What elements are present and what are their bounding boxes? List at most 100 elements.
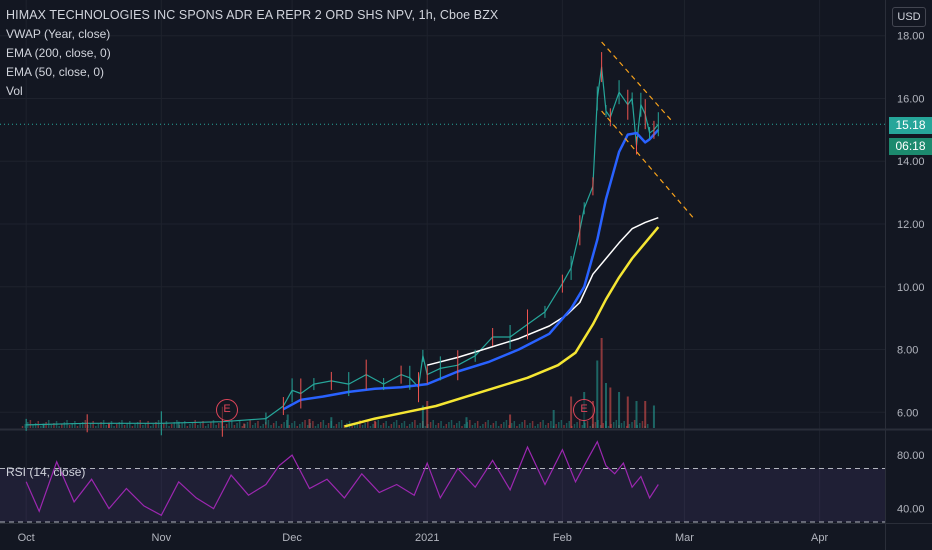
- volume-bar: [155, 422, 157, 428]
- volume-bar: [641, 421, 644, 428]
- volume-bar: [503, 422, 505, 428]
- volume-bar: [152, 424, 155, 428]
- volume-bar: [390, 424, 393, 428]
- volume-bar: [312, 421, 314, 428]
- volume-bar: [84, 420, 87, 428]
- volume-bar: [296, 426, 298, 428]
- volume-bar: [510, 423, 513, 428]
- volume-bar: [121, 420, 123, 428]
- volume-bar: [354, 424, 356, 428]
- volume-bar: [89, 423, 92, 428]
- earnings-marker[interactable]: E: [216, 399, 238, 421]
- volume-bar: [186, 426, 189, 428]
- volume-bar: [100, 422, 102, 428]
- volume-bar: [568, 421, 570, 428]
- volume-bar: [539, 422, 542, 428]
- volume-bar: [134, 424, 136, 428]
- legend-ema200[interactable]: EMA (200, close, 0): [6, 46, 111, 60]
- volume-bar: [450, 420, 453, 428]
- volume-bar: [484, 422, 487, 428]
- volume-bar: [442, 426, 445, 428]
- volume-bar: [207, 424, 210, 428]
- volume-bar: [440, 421, 442, 428]
- legend-volume[interactable]: Vol: [6, 84, 23, 98]
- volume-bar: [615, 420, 618, 428]
- time-tick-label: Dec: [282, 532, 302, 544]
- volume-bar: [79, 424, 81, 428]
- volume-bar: [639, 423, 641, 428]
- volume-bar: [340, 420, 343, 428]
- price-tick-label: 12.00: [897, 219, 925, 231]
- volume-bar: [555, 424, 557, 428]
- volume-bar: [61, 424, 63, 428]
- volume-bar: [426, 401, 429, 428]
- volume-bar: [563, 425, 565, 428]
- volume-bar: [550, 421, 552, 428]
- rsi-tick-label: 40.00: [897, 504, 925, 516]
- volume-bar: [278, 426, 280, 428]
- volume-bar: [71, 423, 73, 428]
- volume-bar: [87, 425, 89, 428]
- volume-bar: [21, 426, 24, 428]
- volume-bar: [369, 426, 372, 428]
- volume-bar: [183, 421, 186, 428]
- volume-bar: [29, 420, 32, 428]
- time-tick-label: Oct: [18, 532, 35, 544]
- volume-bar: [53, 423, 55, 428]
- volume-bar: [505, 420, 508, 428]
- volume-bar: [581, 425, 584, 428]
- volume-bar: [333, 426, 335, 428]
- earnings-marker[interactable]: E: [573, 399, 595, 421]
- currency-button[interactable]: USD: [892, 7, 926, 27]
- price-tick-label: 14.00: [897, 156, 925, 168]
- volume-bar: [570, 396, 573, 428]
- legend-ema50[interactable]: EMA (50, close, 0): [6, 65, 105, 79]
- time-tick-label: Nov: [152, 532, 172, 544]
- volume-bar: [544, 425, 547, 428]
- price-tick-label: 6.00: [897, 407, 918, 419]
- volume-bar: [189, 424, 191, 428]
- volume-bar: [351, 426, 353, 428]
- volume-bar: [126, 423, 128, 428]
- volume-bar: [40, 426, 42, 428]
- volume-bar: [476, 421, 479, 428]
- volume-bar: [458, 421, 461, 428]
- volume-bar: [118, 422, 121, 428]
- volume-bar: [429, 422, 432, 428]
- volume-bar: [552, 410, 555, 428]
- legend-vwap[interactable]: VWAP (Year, close): [6, 27, 111, 41]
- rsi-tick-label: 80.00: [897, 450, 925, 462]
- volume-bar: [367, 421, 369, 428]
- volume-bar: [359, 420, 361, 428]
- volume-bar: [526, 425, 529, 428]
- volume-bar: [199, 423, 202, 428]
- volume-bar: [243, 423, 246, 428]
- time-tick-label: Mar: [675, 532, 694, 544]
- volume-bar: [338, 422, 340, 428]
- chart-legend: HIMAX TECHNOLOGIES INC SPONS ADR EA REPR…: [6, 6, 498, 101]
- volume-bar: [280, 424, 283, 428]
- volume-bar: [633, 420, 636, 428]
- volume-bar: [223, 426, 225, 428]
- triangle-trendline: [601, 110, 694, 219]
- volume-bar: [401, 423, 403, 428]
- volume-bar: [435, 425, 437, 428]
- volume-bar: [537, 424, 539, 428]
- volume-bar: [411, 422, 414, 428]
- rsi-legend[interactable]: RSI (14, close): [6, 465, 86, 479]
- volume-bar: [225, 424, 228, 428]
- volume-bar: [380, 425, 382, 428]
- volume-bar: [479, 426, 482, 428]
- volume-bar: [113, 426, 115, 428]
- volume-bar: [304, 420, 306, 428]
- volume-bar: [210, 422, 212, 428]
- volume-bar: [456, 423, 458, 428]
- volume-bar: [432, 420, 434, 428]
- volume-bar: [644, 401, 647, 428]
- volume-bar: [578, 420, 581, 428]
- volume-bar: [594, 422, 597, 428]
- volume-bar: [165, 421, 168, 428]
- volume-bar: [335, 424, 338, 428]
- volume-bar: [325, 425, 327, 428]
